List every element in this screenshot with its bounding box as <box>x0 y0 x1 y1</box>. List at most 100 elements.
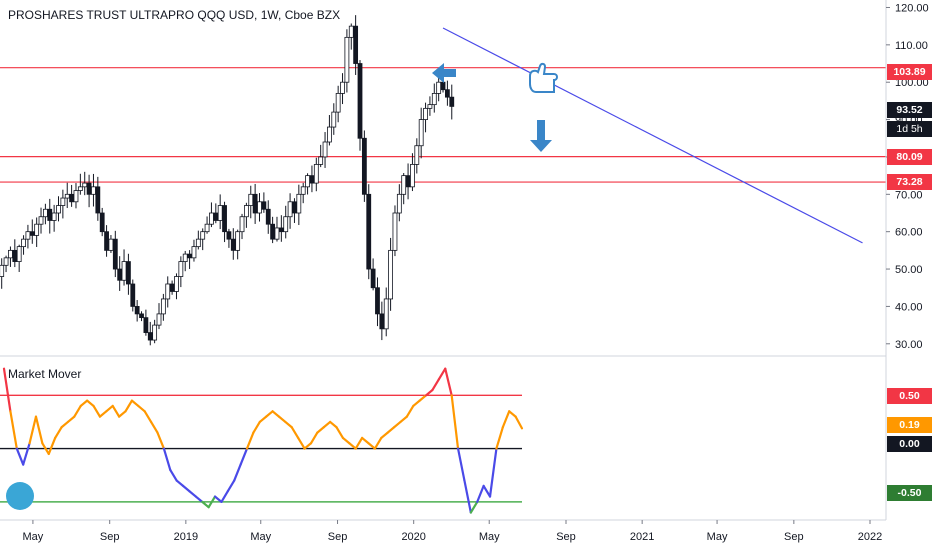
candle-body <box>69 193 75 203</box>
candle-body <box>16 246 22 262</box>
indicator-segment <box>79 399 89 408</box>
candle-body <box>217 205 223 221</box>
indicator-segment <box>284 420 293 429</box>
level-tag-73-28: 73.28 <box>887 174 932 190</box>
x-tick-label: 2022 <box>858 531 882 543</box>
candle-body <box>300 186 306 195</box>
candle-body <box>405 175 411 188</box>
indicator-segment <box>303 442 313 450</box>
y-tick-label: 60.00 <box>895 227 923 239</box>
indicator-segment <box>47 436 57 456</box>
indicator-segment <box>469 500 479 514</box>
candle-body <box>86 182 92 195</box>
indicator-segment <box>316 426 325 434</box>
indicator-segment <box>73 404 82 418</box>
candle-body <box>147 332 153 341</box>
level-tag-103-89: 103.89 <box>887 64 932 80</box>
indicator-segment <box>2 367 12 413</box>
candle-body <box>396 193 402 214</box>
candle-body <box>139 313 144 319</box>
indicator-segment <box>495 426 504 450</box>
candle-body <box>366 193 372 270</box>
indicator-segment <box>309 431 319 445</box>
level-tag-80-09: 80.09 <box>887 149 932 165</box>
candle-body <box>25 231 31 240</box>
candle-body <box>29 231 35 236</box>
arrow-left-icon <box>432 63 456 83</box>
indicator-segment <box>111 404 121 418</box>
candle-body <box>444 89 450 98</box>
x-tick-label: May <box>707 531 728 543</box>
candle-body <box>239 216 245 233</box>
indicator-segment <box>354 436 364 450</box>
candle-body <box>56 205 61 214</box>
indicator-segment <box>386 426 396 434</box>
indicator-segment <box>405 404 415 418</box>
indicator-segment <box>361 436 370 445</box>
chart-title: PROSHARES TRUST ULTRAPRO QQQ USD, 1W, Cb… <box>8 8 341 22</box>
indicator-segment <box>220 490 229 503</box>
indicator-segment <box>188 490 197 498</box>
last-price-tag: 93.52 <box>887 102 932 118</box>
ind-last-value-tag: 0.19 <box>887 417 932 433</box>
candle-body <box>117 268 123 281</box>
annotations <box>432 62 558 152</box>
indicator-segment <box>239 447 249 466</box>
indicator-segment <box>252 420 261 434</box>
candle-body <box>252 193 258 214</box>
candle-body <box>60 197 66 206</box>
indicator-segment <box>213 495 223 503</box>
x-tick-label: 2020 <box>401 531 425 543</box>
candle-body <box>243 205 249 218</box>
candle-body <box>270 223 276 240</box>
indicator-segment <box>380 431 389 440</box>
indicator-name: Market Mover <box>8 367 82 381</box>
candle-body <box>283 216 289 233</box>
y-tick-label: 120.00 <box>895 2 929 14</box>
candle-body <box>427 104 433 109</box>
candle-body <box>134 306 140 315</box>
x-tick-label: Sep <box>556 531 576 543</box>
candle-body <box>230 238 236 251</box>
indicator-segment <box>233 463 242 482</box>
candle-body <box>265 208 271 225</box>
indicator-segment <box>341 436 351 445</box>
indicator-segment <box>149 420 159 434</box>
tradingview-logo-icon[interactable] <box>6 482 34 510</box>
indicator-segment <box>98 410 108 418</box>
candle-body <box>370 268 376 289</box>
candle-body <box>361 137 367 195</box>
indicator-segment <box>60 420 70 429</box>
candle-body <box>388 249 393 300</box>
indicator-segment <box>348 442 357 450</box>
candle-body <box>191 246 197 259</box>
candle-body <box>91 186 96 195</box>
x-tick-label: Sep <box>100 531 120 543</box>
x-tick-label: May <box>479 531 500 543</box>
indicator-segment <box>28 415 38 445</box>
candle-body <box>160 298 166 315</box>
candle-body <box>108 238 114 251</box>
x-tick-label: 2021 <box>630 531 654 543</box>
candle-body <box>209 212 214 225</box>
indicator-segment <box>105 404 114 413</box>
candle-body <box>12 249 18 262</box>
hand-shape <box>529 62 558 93</box>
candle-body <box>322 141 328 158</box>
candle-body <box>213 212 219 221</box>
hand-point-icon <box>529 62 558 93</box>
indicator-segment <box>450 394 460 450</box>
indicator-segment <box>34 415 44 445</box>
candle-body <box>182 253 188 262</box>
indicator-segment <box>124 399 134 413</box>
indicator-segment <box>367 442 377 450</box>
candle-body <box>200 231 206 240</box>
candle-body <box>235 231 241 251</box>
candle-body <box>226 231 232 240</box>
indicator-segment <box>66 415 76 424</box>
candle-body <box>156 313 162 326</box>
candle-body <box>379 313 385 330</box>
candle-body <box>143 317 149 333</box>
indicator-segment <box>424 388 434 397</box>
indicator-segment <box>169 468 178 482</box>
